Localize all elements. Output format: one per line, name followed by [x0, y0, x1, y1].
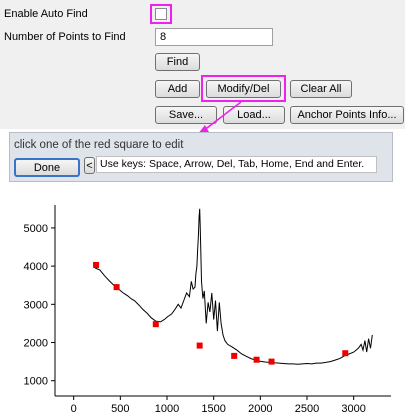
x-tick-label: 2000	[248, 403, 272, 415]
anchor-point[interactable]	[342, 350, 349, 357]
anchor-point[interactable]	[113, 284, 120, 291]
x-tick-label: 1000	[155, 403, 179, 415]
x-tick-label: 1500	[201, 403, 225, 415]
x-tick-label: 500	[111, 403, 129, 415]
x-tick-label: 2500	[295, 403, 319, 415]
enable-auto-find-label: Enable Auto Find	[4, 8, 88, 20]
pointer-arrow	[197, 101, 242, 135]
enable-auto-find-checkbox[interactable]	[155, 8, 167, 20]
prev-button[interactable]: <	[84, 157, 95, 174]
add-button[interactable]: Add	[155, 80, 200, 98]
keys-hint: Use keys: Space, Arrow, Del, Tab, Home, …	[96, 156, 377, 173]
y-tick-label: 4000	[24, 261, 48, 273]
y-tick-label: 1000	[24, 376, 48, 388]
y-tick-label: 5000	[24, 223, 48, 235]
y-tick-label: 3000	[24, 299, 48, 311]
num-points-label: Number of Points to Find	[4, 31, 126, 43]
series-line	[94, 208, 373, 365]
anchor-point[interactable]	[152, 321, 159, 328]
save-button[interactable]: Save...	[155, 106, 217, 124]
anchor-point[interactable]	[268, 358, 275, 365]
checkbox-highlight	[150, 4, 172, 24]
x-tick-label: 3000	[341, 403, 365, 415]
anchor-points-info-button[interactable]: Anchor Points Info...	[290, 106, 404, 124]
anchor-point[interactable]	[93, 261, 100, 268]
y-tick-label: 2000	[24, 338, 48, 350]
anchor-point[interactable]	[253, 356, 260, 363]
x-tick-label: 0	[71, 403, 77, 415]
clear-all-button[interactable]: Clear All	[290, 80, 352, 98]
edit-instruction: click one of the red square to edit	[14, 139, 184, 151]
load-button[interactable]: Load...	[223, 106, 285, 124]
num-points-input[interactable]: 8	[155, 28, 273, 46]
spectrum-chart[interactable]: 1000 2000 3000 4000 5000 0 500 1000 1500 2000 2500…	[0, 180, 405, 415]
modify-del-highlight	[201, 75, 286, 102]
anchor-point[interactable]	[196, 342, 203, 349]
anchor-point[interactable]	[231, 352, 238, 359]
find-button[interactable]: Find	[155, 53, 200, 71]
modify-del-button[interactable]: Modify/Del	[206, 80, 281, 98]
done-button[interactable]: Done	[14, 158, 80, 177]
